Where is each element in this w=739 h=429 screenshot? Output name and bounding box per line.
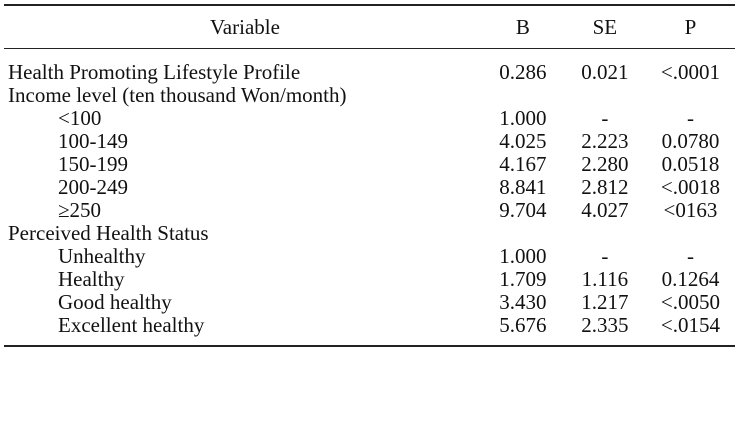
row-se: 2.223 [581, 129, 629, 153]
table-row: Unhealthy 1.000 - - [4, 245, 735, 268]
row-p: <0163 [663, 198, 718, 222]
row-variable: Health Promoting Lifestyle Profile [8, 60, 301, 84]
row-se: 1.217 [581, 290, 629, 314]
regression-table: Variable B SE P Health Promoting Lifesty… [4, 4, 735, 347]
table-row: 150-199 4.167 2.280 0.0518 [4, 153, 735, 176]
row-se [564, 222, 646, 245]
row-p: <.0050 [660, 290, 720, 314]
row-se: - [601, 244, 609, 268]
row-p: - [686, 106, 694, 130]
table-body: Health Promoting Lifestyle Profile 0.286… [4, 49, 735, 346]
row-se: 0.021 [581, 60, 629, 84]
row-b: 5.676 [499, 313, 547, 337]
row-variable: <100 [58, 106, 102, 130]
row-b: 3.430 [499, 290, 547, 314]
row-p [646, 222, 735, 245]
row-variable: 150-199 [58, 152, 128, 176]
table-row: Good healthy 3.430 1.217 <.0050 [4, 291, 735, 314]
row-p [646, 84, 735, 107]
table-row: Healthy 1.709 1.116 0.1264 [4, 268, 735, 291]
row-p: - [686, 244, 694, 268]
row-b: 8.841 [499, 175, 547, 199]
row-variable: Healthy [58, 267, 125, 291]
row-se [564, 84, 646, 107]
table-header-row: Variable B SE P [4, 5, 735, 49]
row-b: 9.704 [499, 198, 547, 222]
row-variable: 100-149 [58, 129, 128, 153]
row-variable: Good healthy [58, 290, 172, 314]
row-se: 2.812 [581, 175, 629, 199]
row-variable: Income level (ten thousand Won/month) [8, 83, 347, 107]
row-se: 2.335 [581, 313, 629, 337]
row-se: - [601, 106, 609, 130]
row-b: 1.000 [499, 244, 547, 268]
row-variable: Perceived Health Status [8, 221, 209, 245]
row-variable: ≥250 [58, 198, 102, 222]
row-p: 0.0780 [661, 129, 720, 153]
header-variable: Variable [209, 14, 280, 39]
row-p: <.0018 [660, 175, 720, 199]
header-p: P [684, 14, 697, 39]
table-row-group-heading: Perceived Health Status [4, 222, 735, 245]
table-row: 100-149 4.025 2.223 0.0780 [4, 130, 735, 153]
table-row: 200-249 8.841 2.812 <.0018 [4, 176, 735, 199]
row-variable: Excellent healthy [58, 313, 205, 337]
row-b: 1.709 [499, 267, 547, 291]
row-se: 1.116 [581, 267, 629, 291]
row-se: 4.027 [581, 198, 629, 222]
row-se: 2.280 [581, 152, 629, 176]
row-b [482, 222, 564, 245]
table-row: Excellent healthy 5.676 2.335 <.0154 [4, 314, 735, 346]
row-b: 4.025 [499, 129, 547, 153]
table-row-group-heading: Income level (ten thousand Won/month) [4, 84, 735, 107]
row-b: 0.286 [499, 60, 547, 84]
table-row: ≥250 9.704 4.027 <0163 [4, 199, 735, 222]
row-b [482, 84, 564, 107]
row-p: <.0154 [660, 313, 720, 337]
table-row: Health Promoting Lifestyle Profile 0.286… [4, 49, 735, 85]
row-p: 0.0518 [661, 152, 720, 176]
table-row: <100 1.000 - - [4, 107, 735, 130]
row-variable: 200-249 [58, 175, 128, 199]
row-p: <.0001 [660, 60, 720, 84]
header-se: SE [592, 14, 618, 39]
row-b: 1.000 [499, 106, 547, 130]
row-variable: Unhealthy [58, 244, 146, 268]
header-b: B [515, 14, 530, 39]
row-p: 0.1264 [661, 267, 720, 291]
row-b: 4.167 [499, 152, 547, 176]
